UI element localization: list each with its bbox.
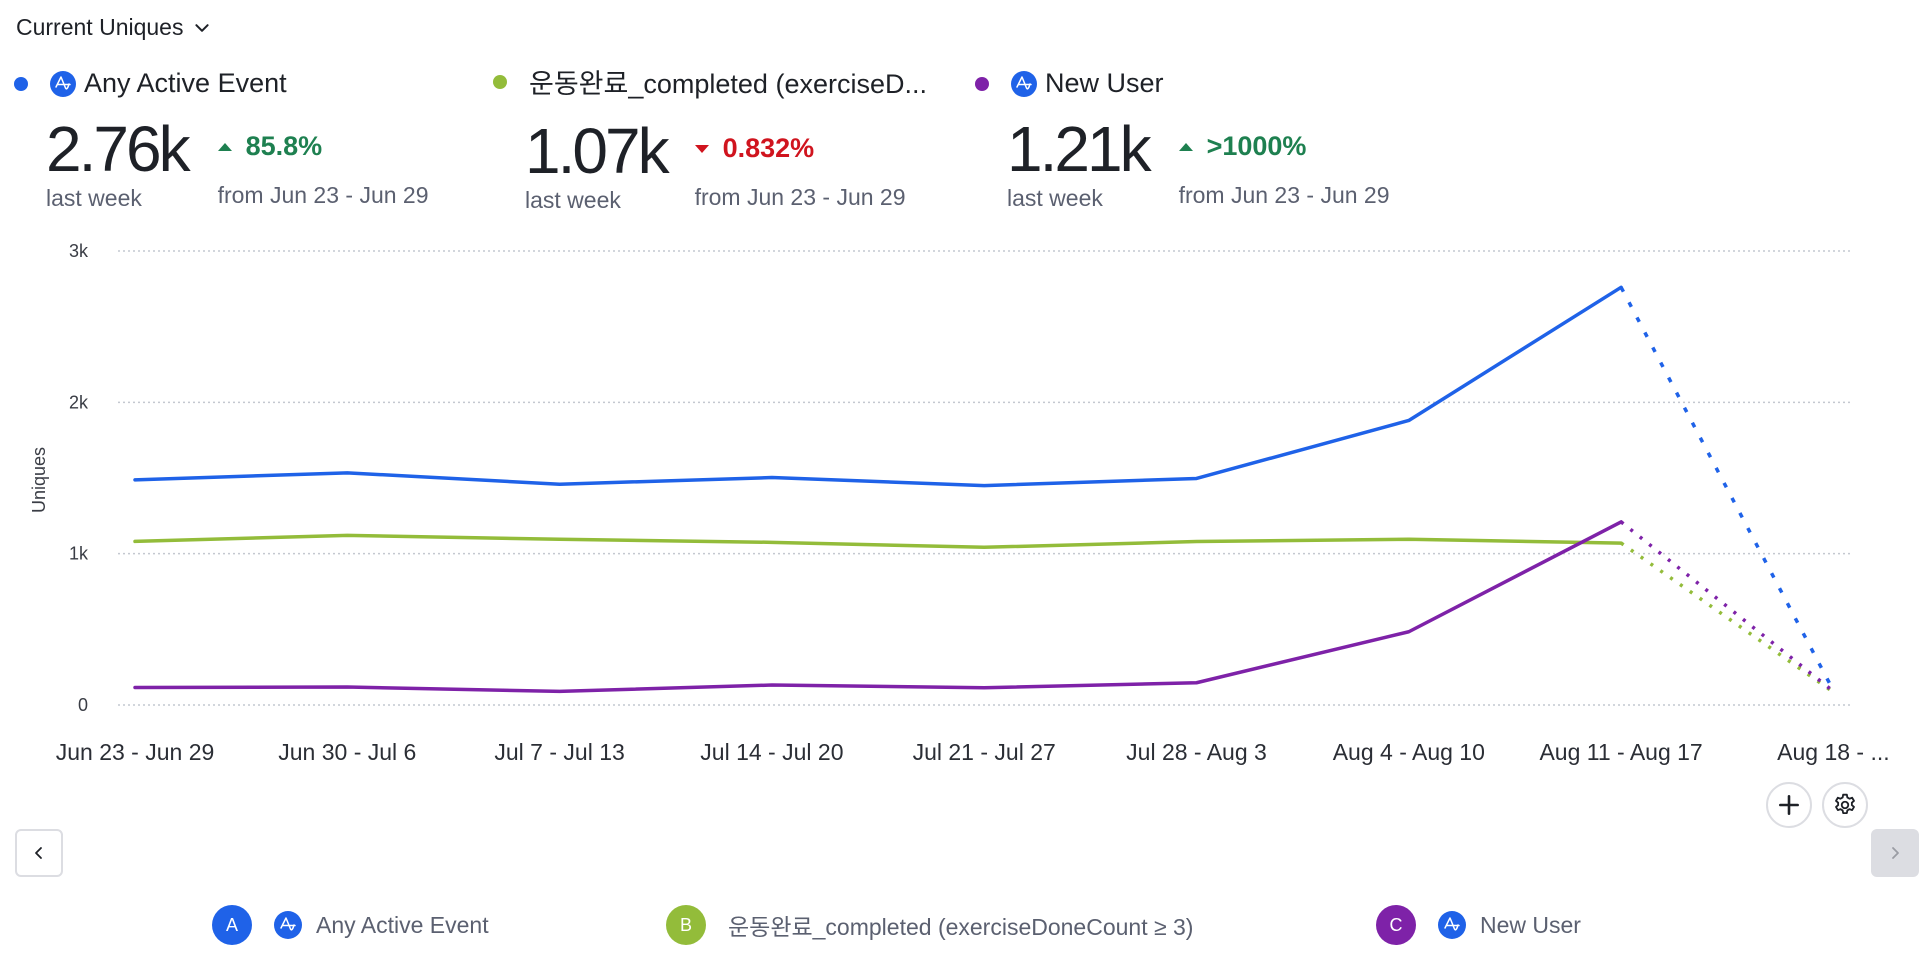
plus-icon (1779, 795, 1799, 815)
series-line-incomplete (1620, 520, 1835, 693)
x-tick-label: Jun 30 - Jul 6 (278, 739, 416, 765)
series-badge: A (212, 905, 252, 945)
line-chart[interactable]: Uniques 0 1k 2k 3k Jun 23 - Jun 29 Jun 30 - … (0, 230, 1922, 770)
delta-change: >1000% (1178, 131, 1390, 162)
delta-value: 85.8% (245, 131, 323, 161)
delta-value: >1000% (1206, 131, 1307, 161)
amplitude-event-icon (274, 911, 302, 939)
chevron-down-icon (195, 23, 210, 32)
series-name: New User (1045, 68, 1164, 98)
legend-item-a[interactable]: A Any Active Event (212, 905, 489, 945)
series-card-b: 운동완료_completed (exerciseD... 1.07k last … (493, 62, 927, 214)
series-lines (133, 285, 1835, 694)
y-tick-label: 1k (69, 544, 89, 564)
delta-change: 0.832% (694, 133, 906, 164)
series-badge: C (1376, 905, 1416, 945)
y-axis-ticks: 0 1k 2k 3k (69, 241, 89, 715)
series-value-label: last week (46, 185, 142, 211)
x-tick-label: Jul 14 - Jul 20 (700, 739, 843, 765)
x-tick-label: Aug 18 - ... (1777, 739, 1890, 765)
x-tick-label: Jul 28 - Aug 3 (1126, 739, 1267, 765)
series-line-completed-exercisedonecount-3 (133, 533, 1623, 550)
series-value: 2.76k (46, 113, 191, 185)
trend-up-icon (217, 142, 232, 151)
add-button[interactable] (1766, 782, 1812, 828)
chevron-left-icon (35, 847, 42, 859)
x-axis-ticks: Jun 23 - Jun 29 Jun 30 - Jul 6 Jul 7 - Jul… (56, 739, 1890, 765)
gridlines (118, 250, 1850, 706)
series-line-new-user (133, 520, 1623, 694)
amplitude-event-icon (1011, 70, 1037, 97)
y-axis-label: Uniques (29, 447, 49, 513)
delta-comparison-period: from Jun 23 - Jun 29 (694, 184, 906, 210)
amplitude-event-icon (1438, 911, 1466, 939)
metric-selector[interactable]: Current Uniques (16, 14, 211, 41)
legend-item-c[interactable]: C New User (1376, 905, 1581, 945)
series-line-incomplete (1619, 286, 1835, 692)
series-color-dot (975, 76, 989, 91)
series-value-label: last week (525, 187, 621, 213)
previous-page-button[interactable] (15, 829, 63, 877)
x-tick-label: Jun 23 - Jun 29 (56, 739, 215, 765)
series-card-a: Any Active Event 2.76k last week 85.8% f… (14, 68, 429, 212)
chart-settings-button[interactable] (1822, 782, 1868, 828)
series-color-dot (14, 76, 28, 91)
y-tick-label: 0 (78, 695, 88, 715)
x-tick-label: Jul 7 - Jul 13 (494, 739, 624, 765)
next-page-button[interactable] (1871, 829, 1919, 877)
legend-item-b[interactable]: B 운동완료_completed (exerciseDoneCount ≥ 3) (666, 905, 1193, 945)
series-card-c: New User 1.21k last week >1000% from Jun… (975, 68, 1390, 212)
delta-comparison-period: from Jun 23 - Jun 29 (1178, 182, 1390, 208)
x-tick-label: Aug 11 - Aug 17 (1539, 739, 1702, 765)
delta-value: 0.832% (722, 133, 815, 163)
legend-label: New User (1480, 911, 1581, 938)
delta-comparison-period: from Jun 23 - Jun 29 (217, 182, 429, 208)
series-name: 운동완료_completed (exerciseD... (529, 69, 927, 99)
series-line-incomplete (1620, 541, 1835, 694)
series-badge: B (666, 905, 706, 945)
series-color-dot (493, 74, 507, 89)
chevron-right-icon (1892, 847, 1899, 859)
x-tick-label: Jul 21 - Jul 27 (913, 739, 1056, 765)
legend-label: 운동완료_completed (exerciseDoneCount ≥ 3) (728, 914, 1194, 940)
series-name: Any Active Event (84, 68, 287, 98)
series-value-label: last week (1007, 185, 1103, 211)
x-tick-label: Aug 4 - Aug 10 (1333, 739, 1485, 765)
trend-down-icon (694, 144, 709, 153)
trend-up-icon (1178, 142, 1193, 151)
amplitude-event-icon (50, 70, 76, 97)
series-value: 1.21k (1007, 113, 1152, 185)
chart-legend: A Any Active Event B 운동완료_completed (exe… (0, 905, 1922, 955)
gear-icon (1835, 793, 1855, 815)
delta-change: 85.8% (217, 131, 429, 162)
metric-selector-label: Current Uniques (16, 14, 184, 40)
y-tick-label: 3k (69, 241, 89, 261)
y-tick-label: 2k (69, 392, 89, 412)
legend-label: Any Active Event (316, 911, 489, 938)
series-value: 1.07k (525, 115, 670, 187)
series-line-any-active-event (133, 285, 1623, 488)
